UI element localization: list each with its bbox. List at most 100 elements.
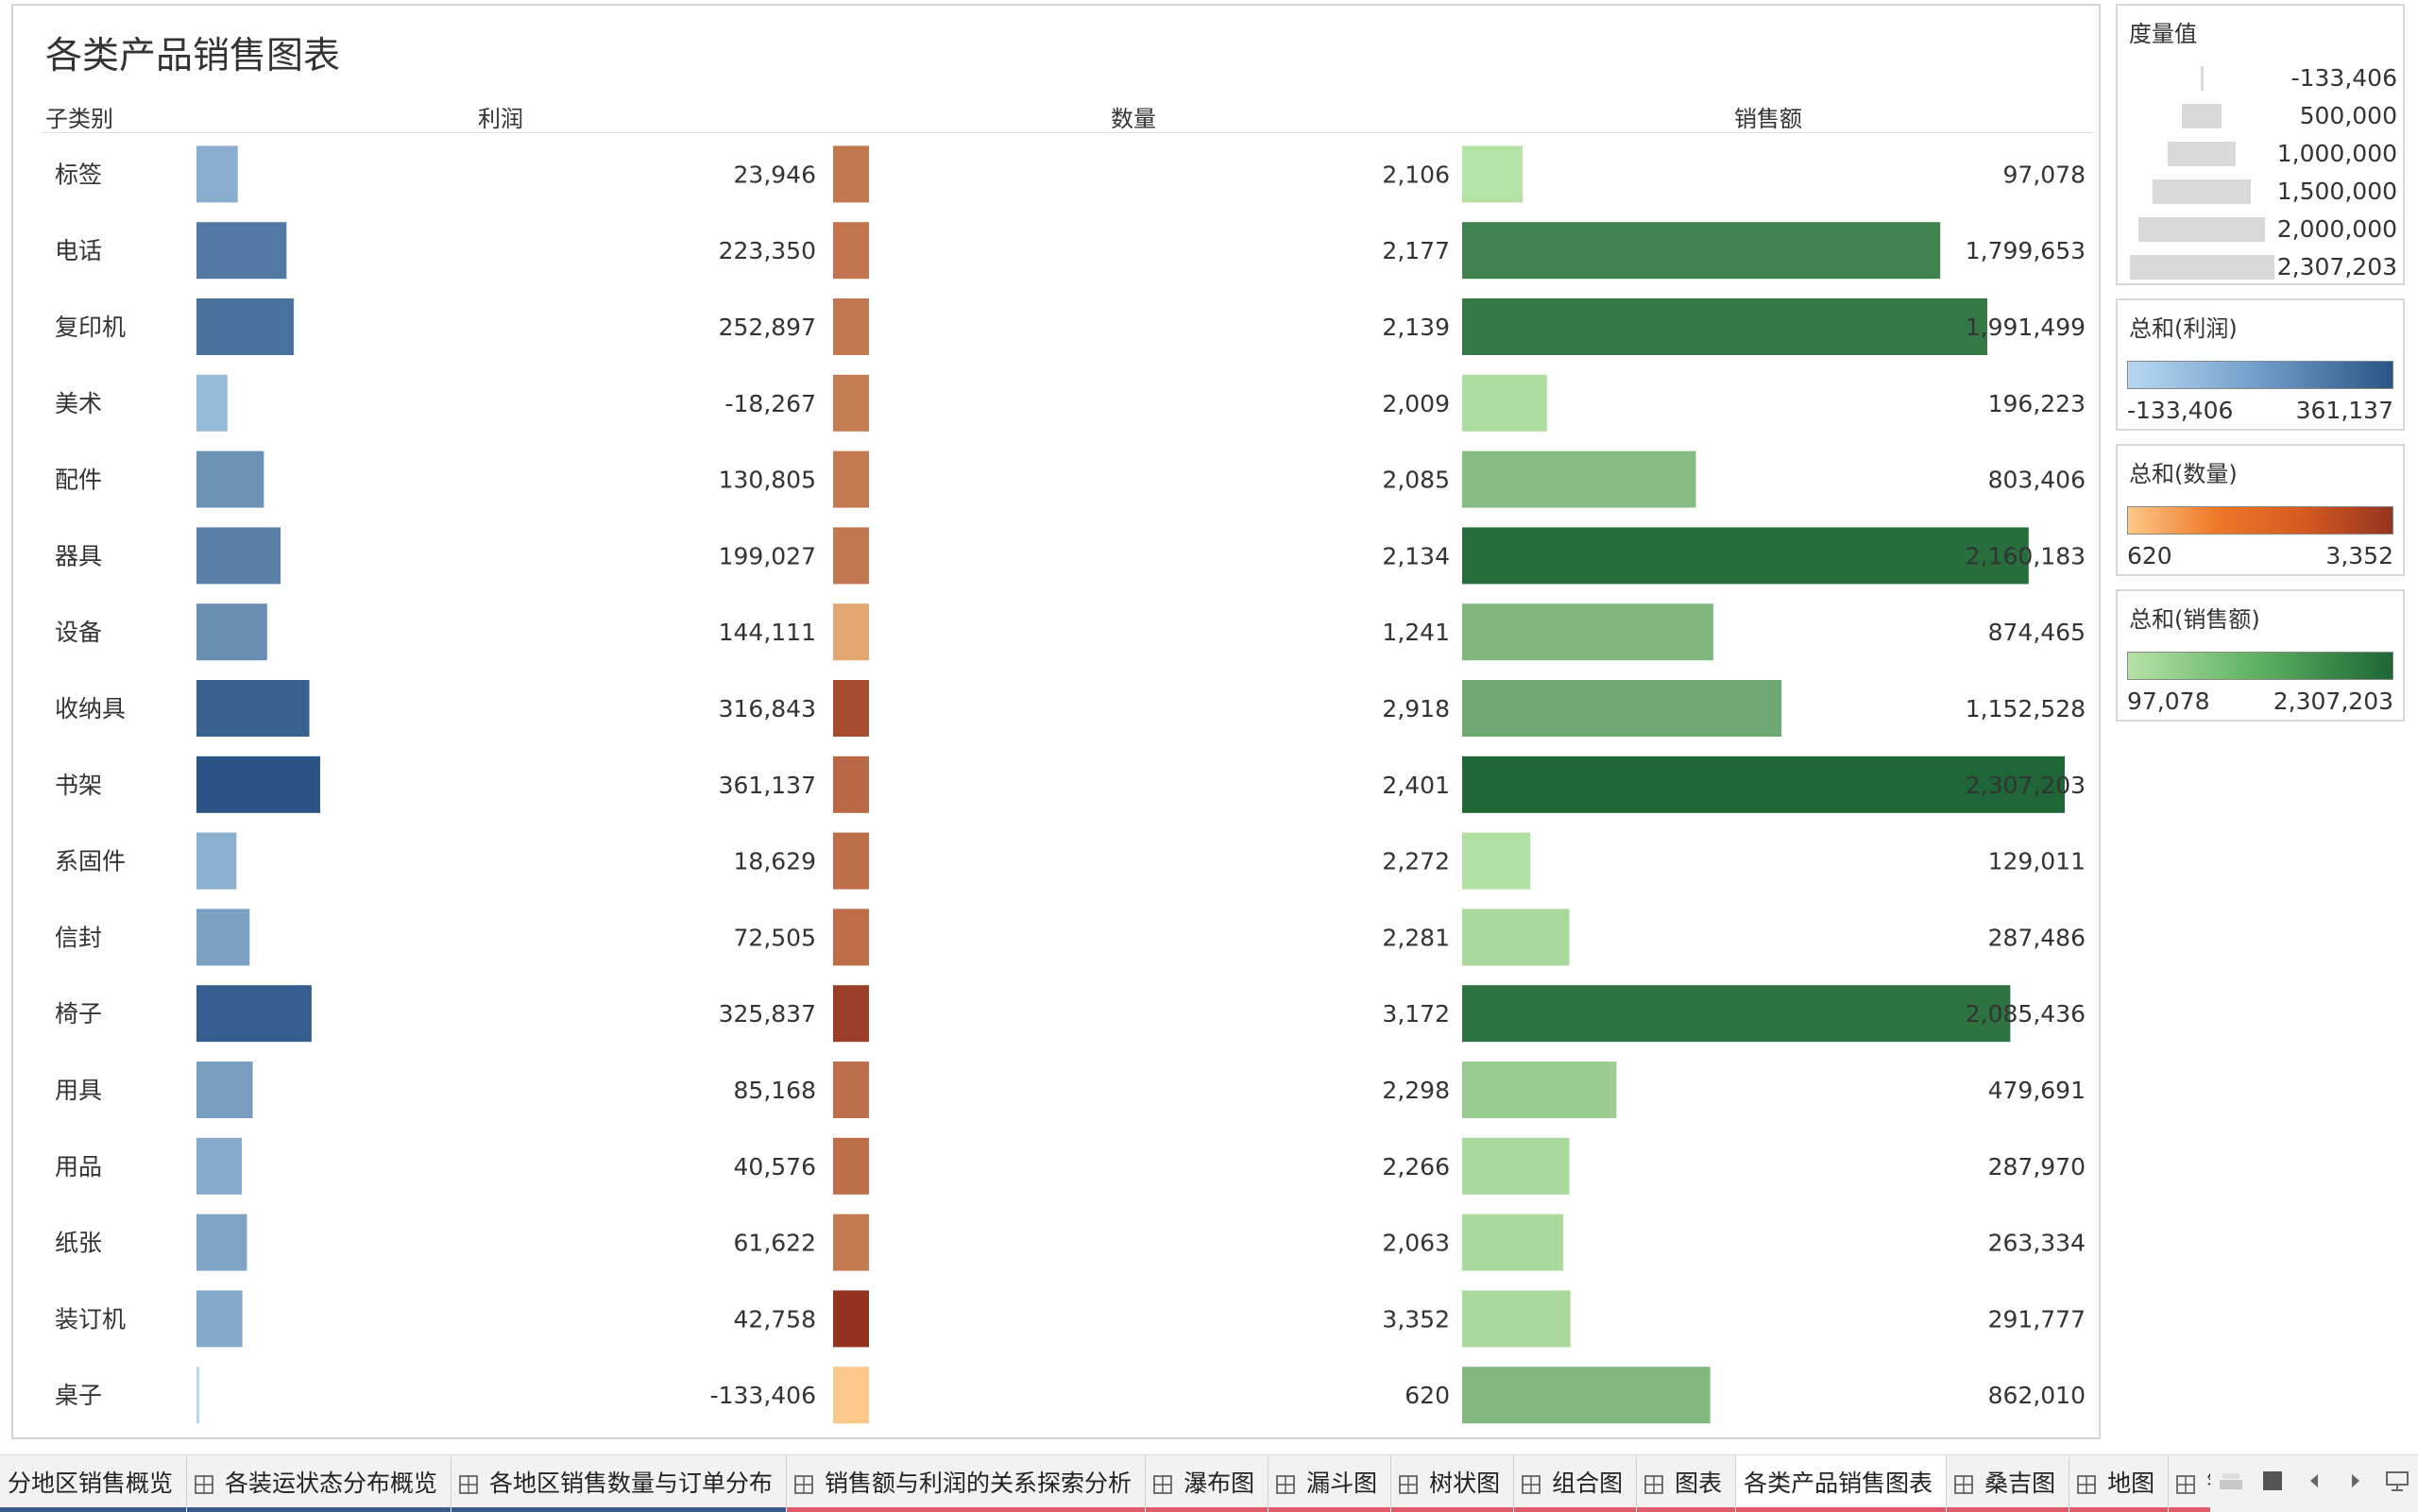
row-label-5[interactable]: 器具 [55, 542, 102, 569]
row-label-16[interactable]: 桌子 [55, 1382, 102, 1409]
sheet-tab-5[interactable]: 漏斗图 [1269, 1455, 1392, 1512]
header-profit[interactable]: 利润 [478, 106, 523, 132]
header-subcategory[interactable]: 子类别 [45, 106, 113, 132]
row-label-2[interactable]: 复印机 [55, 314, 126, 341]
sales-bar-11 [1462, 985, 2011, 1043]
header-sales[interactable]: 销售额 [1734, 106, 1802, 132]
quantity-value-label-3: 2,009 [1382, 390, 1450, 417]
row-label-14[interactable]: 纸张 [55, 1230, 102, 1257]
quantity-value-label-7: 2,918 [1382, 695, 1450, 722]
sheet-tab-label: 漏斗图 [1306, 1470, 1378, 1497]
worksheet-grid-icon [1954, 1472, 1973, 1494]
sheet-tab-label: 组合图 [1552, 1470, 1624, 1497]
row-label-1[interactable]: 电话 [55, 237, 102, 264]
sheet-title: 各类产品销售图表 [45, 35, 341, 77]
profit-value-label-6: 144,111 [719, 619, 816, 646]
sheet-tab-label: 分地区销售概览 [8, 1470, 174, 1497]
worksheet-grid-icon [2077, 1472, 2096, 1494]
row-label-13[interactable]: 用品 [55, 1153, 102, 1181]
presentation-icon[interactable] [2383, 1470, 2411, 1498]
sheet-tab-10[interactable]: 桑吉图 [1947, 1455, 2070, 1512]
sales-value-label-5: 2,160,183 [1966, 542, 2086, 569]
row-label-15[interactable]: 装订机 [55, 1305, 126, 1333]
profit-value-label-12: 85,168 [734, 1077, 816, 1104]
profit-value-label-14: 61,622 [734, 1230, 816, 1257]
sales-gradient-bar [2127, 652, 2393, 680]
profit-value-label-10: 72,505 [734, 924, 816, 951]
profit-bar-5 [196, 527, 281, 585]
quantity-value-label-12: 2,298 [1382, 1077, 1450, 1104]
size-legend[interactable]: 度量值 -133,406 500,000 1,000,000 1,500,000 2,0… [2116, 4, 2405, 285]
row-label-9[interactable]: 系固件 [55, 848, 126, 875]
tab-color-strip [451, 1507, 787, 1512]
row-label-10[interactable]: 信封 [55, 924, 102, 951]
sheet-tab-4[interactable]: 瀑布图 [1146, 1455, 1269, 1512]
sales-value-label-8: 2,307,203 [1966, 772, 2086, 799]
row-label-3[interactable]: 美术 [55, 390, 102, 417]
profit-bar-0 [196, 145, 238, 203]
profit-value-label-3: -18,267 [725, 390, 817, 417]
sheet-tab-7[interactable]: 组合图 [1514, 1455, 1638, 1512]
row-label-12[interactable]: 用具 [55, 1077, 102, 1104]
quantity-bar-0 [833, 145, 869, 203]
profit-value-label-11: 325,837 [719, 1000, 816, 1028]
tab-color-strip [2169, 1507, 2210, 1512]
row-label-0[interactable]: 标签 [55, 161, 102, 188]
sales-value-label-11: 2,085,436 [1966, 1000, 2086, 1028]
scroll-left-icon[interactable] [2300, 1470, 2328, 1497]
sales-value-label-13: 287,970 [1988, 1153, 2086, 1181]
quantity-legend-title: 总和(数量) [2129, 461, 2238, 487]
size-legend-mark [2182, 104, 2222, 128]
tab-controls [2210, 1455, 2418, 1512]
quantity-value-label-10: 2,281 [1382, 924, 1450, 951]
row-label-4[interactable]: 配件 [55, 467, 102, 494]
sales-color-legend[interactable]: 总和(销售额) 97,078 2,307,203 [2116, 589, 2405, 722]
profit-legend-min: -133,406 [2127, 397, 2234, 424]
sheet-tab-3[interactable]: 销售额与利润的关系探索分析 [787, 1455, 1147, 1512]
worksheet-grid-icon [1153, 1472, 1172, 1494]
row-label-6[interactable]: 设备 [55, 619, 102, 646]
sheet-tab-6[interactable]: 树状图 [1391, 1455, 1515, 1512]
sheet-tab-11[interactable]: 地图 [2069, 1455, 2170, 1512]
header-quantity[interactable]: 数量 [1111, 106, 1156, 132]
row-label-11[interactable]: 椅子 [55, 1000, 102, 1028]
sheet-tab-8[interactable]: 图表 [1637, 1455, 1737, 1512]
sheet-tab-1[interactable]: 各装运状态分布概览 [187, 1455, 452, 1512]
quantity-gradient-bar [2127, 506, 2393, 535]
quantity-bar-10 [833, 909, 869, 966]
worksheet-grid-icon [794, 1472, 813, 1494]
profit-bar-12 [196, 1062, 253, 1118]
row-label-7[interactable]: 收纳具 [55, 695, 126, 722]
sheet-tab-2[interactable]: 各地区销售数量与订单分布 [451, 1455, 788, 1512]
tab-color-strip [1146, 1507, 1269, 1512]
profit-bar-9 [196, 832, 237, 890]
sheet-tab-bar: 分地区销售概览 各装运状态分布概览 各地区销售数量与订单分布 销售额与利润的关系探索分… [0, 1454, 2418, 1512]
quantity-color-legend[interactable]: 总和(数量) 620 3,352 [2116, 444, 2405, 576]
sheet-tab-0[interactable]: 分地区销售概览 [0, 1455, 188, 1512]
quantity-bar-9 [833, 832, 869, 890]
sales-bar-9 [1462, 832, 1531, 890]
sheet-tab-label: 桑吉图 [1984, 1470, 2056, 1497]
size-legend-mark [2153, 179, 2251, 204]
sales-value-label-2: 1,991,499 [1966, 314, 2086, 341]
profit-bar-16 [196, 1367, 199, 1424]
row-label-8[interactable]: 书架 [55, 772, 102, 799]
profit-value-label-5: 199,027 [719, 542, 816, 569]
sheet-tab-9[interactable]: 各类产品销售图表 [1736, 1455, 1948, 1512]
size-legend-mark [2167, 142, 2237, 166]
sales-value-label-6: 874,465 [1988, 619, 2086, 646]
sales-value-label-1: 1,799,653 [1966, 237, 2086, 264]
quantity-bar-6 [833, 603, 869, 661]
scroll-right-icon[interactable] [2341, 1470, 2370, 1497]
quantity-value-label-9: 2,272 [1382, 848, 1450, 875]
tab-color-strip [1269, 1507, 1391, 1512]
show-filmstrip-icon[interactable] [2217, 1470, 2245, 1497]
show-tabs-icon[interactable] [2258, 1470, 2287, 1497]
profit-bar-6 [196, 603, 267, 661]
sales-bar-6 [1462, 603, 1713, 661]
sheet-tab-12[interactable]: 销 [2169, 1455, 2210, 1512]
worksheet-grid-icon [2176, 1472, 2195, 1494]
profit-color-legend[interactable]: 总和(利润) -133,406 361,137 [2116, 298, 2405, 431]
sales-legend-title: 总和(销售额) [2129, 606, 2260, 633]
sales-value-label-16: 862,010 [1988, 1382, 2086, 1409]
